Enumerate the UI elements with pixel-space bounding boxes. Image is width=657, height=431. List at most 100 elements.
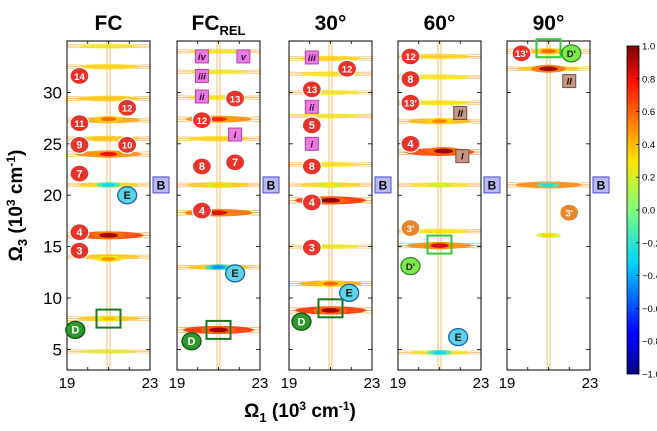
marker-badge xyxy=(117,135,138,154)
marker-label: i xyxy=(234,130,237,141)
marker-badge xyxy=(301,157,322,176)
x-tick-label: 23 xyxy=(582,375,599,392)
y-axis-label-part: (10 xyxy=(6,206,27,239)
peak-marker-8: 8 xyxy=(191,157,213,176)
colorbar: 1.0 0.8 0.6 0.4 0.2 0.0 −0.2 −0.4 −0.6 −0.8 −1.0 xyxy=(626,42,657,381)
peak-core xyxy=(539,66,558,72)
panel-3: 19 23 30° iii 12 13 ii 5 i 8 4 3 E D B xyxy=(281,12,392,392)
marker-label: 13 xyxy=(230,94,241,105)
highlight-box xyxy=(317,298,344,319)
peak-marker-4: 4 xyxy=(301,193,322,212)
contour-band xyxy=(409,100,470,106)
peak-marker-i: i xyxy=(228,127,243,142)
panel-5: 19 23 90° 13' D' II 3' B xyxy=(499,12,610,392)
b-label-box xyxy=(262,176,280,194)
marker-label: 5 xyxy=(309,120,315,132)
peak-core xyxy=(542,183,555,187)
panel-background xyxy=(398,41,481,370)
peak-marker-E: E xyxy=(224,264,246,283)
panel-title: FC xyxy=(95,12,123,35)
peak-core xyxy=(212,183,225,187)
marker-label: 13 xyxy=(307,85,318,96)
marker-badge xyxy=(181,332,202,351)
peak-marker-7: 7 xyxy=(224,153,246,172)
marker-badge xyxy=(304,99,319,114)
y-tick-label: 25 xyxy=(43,135,62,154)
peak-marker-12: 12 xyxy=(336,59,358,78)
peak-marker-8: 8 xyxy=(301,157,322,176)
peak-core xyxy=(211,265,226,270)
x-tick-label: 19 xyxy=(390,375,407,392)
peak-core xyxy=(430,243,449,248)
peak-marker-v: v xyxy=(236,49,251,64)
marker-label: 13' xyxy=(404,98,417,109)
marker-label: 11 xyxy=(74,119,85,130)
marker-badge xyxy=(400,93,421,112)
marker-label: 3' xyxy=(565,208,573,219)
contour-band xyxy=(79,43,138,49)
peak-marker-I: I xyxy=(455,149,470,164)
peak-marker-13': 13' xyxy=(400,93,421,112)
peak-marker-12: 12 xyxy=(191,111,213,130)
marker-label: E xyxy=(346,288,353,300)
marker-label: II xyxy=(458,108,464,119)
marker-badge xyxy=(228,127,243,142)
x-tick-label: 23 xyxy=(473,375,490,392)
x-axis-label-part: (10 xyxy=(267,401,300,422)
marker-label: 8 xyxy=(407,74,413,86)
peak-marker-D: D xyxy=(181,332,202,351)
panel-title: 90° xyxy=(533,12,565,35)
peak-core xyxy=(100,117,117,122)
marker-label: 3 xyxy=(309,242,315,254)
x-axis-label-part: -1 xyxy=(339,399,350,413)
marker-badge xyxy=(69,164,90,183)
peak-core xyxy=(210,116,227,122)
peak-core xyxy=(102,183,115,187)
peak-marker-10: 10 xyxy=(117,135,138,154)
b-label-box xyxy=(374,176,392,194)
x-tick-label: 23 xyxy=(364,375,381,392)
peak-marker-7: 7 xyxy=(69,164,90,183)
marker-label: iv xyxy=(198,52,207,63)
marker-badge xyxy=(400,69,421,89)
colorbar-tick-label: 0.2 xyxy=(642,173,655,184)
peak-marker-4: 4 xyxy=(191,201,213,220)
marker-badge xyxy=(69,223,90,242)
marker-label: i xyxy=(311,139,314,150)
colorbar-tick-label: −0.8 xyxy=(642,337,657,348)
marker-badge xyxy=(69,66,90,86)
b-label: B xyxy=(483,176,501,194)
colorbar-tick-label: 0.8 xyxy=(642,74,655,85)
x-axis-label-group: Ω1 (103 cm-1) xyxy=(244,399,356,425)
marker-label: I xyxy=(461,152,464,163)
marker-badge xyxy=(69,241,90,260)
marker-badge xyxy=(559,203,580,222)
highlight-box xyxy=(535,38,562,59)
marker-badge xyxy=(455,149,470,164)
peak-marker-13: 13 xyxy=(301,80,322,99)
marker-label: 4 xyxy=(76,227,83,239)
y-axis-label: Ω3 (103 cm-1) xyxy=(4,150,30,262)
marker-badge xyxy=(301,116,322,135)
marker-label: ii xyxy=(199,92,205,103)
panel-title: FCREL xyxy=(192,12,246,38)
b-label-text: B xyxy=(488,178,497,192)
peak-marker-iii: iii xyxy=(194,68,209,83)
peak-marker-13': 13' xyxy=(511,44,532,63)
contour-band xyxy=(79,349,138,354)
peak-marker-12: 12 xyxy=(400,47,421,66)
marker-label: D xyxy=(188,336,196,348)
marker-badge xyxy=(339,283,360,303)
marker-badge xyxy=(194,89,209,104)
b-label: B xyxy=(152,176,170,194)
marker-badge xyxy=(448,327,469,347)
peak-marker-4: 4 xyxy=(69,223,90,242)
marker-label: iii xyxy=(308,53,316,64)
y-axis-label-part: -1 xyxy=(4,156,18,167)
x-tick-label: 23 xyxy=(252,375,269,392)
marker-label: 13' xyxy=(515,49,528,60)
marker-badge xyxy=(301,80,322,99)
marker-badge xyxy=(562,74,577,89)
peak-marker-3: 3 xyxy=(301,238,322,257)
